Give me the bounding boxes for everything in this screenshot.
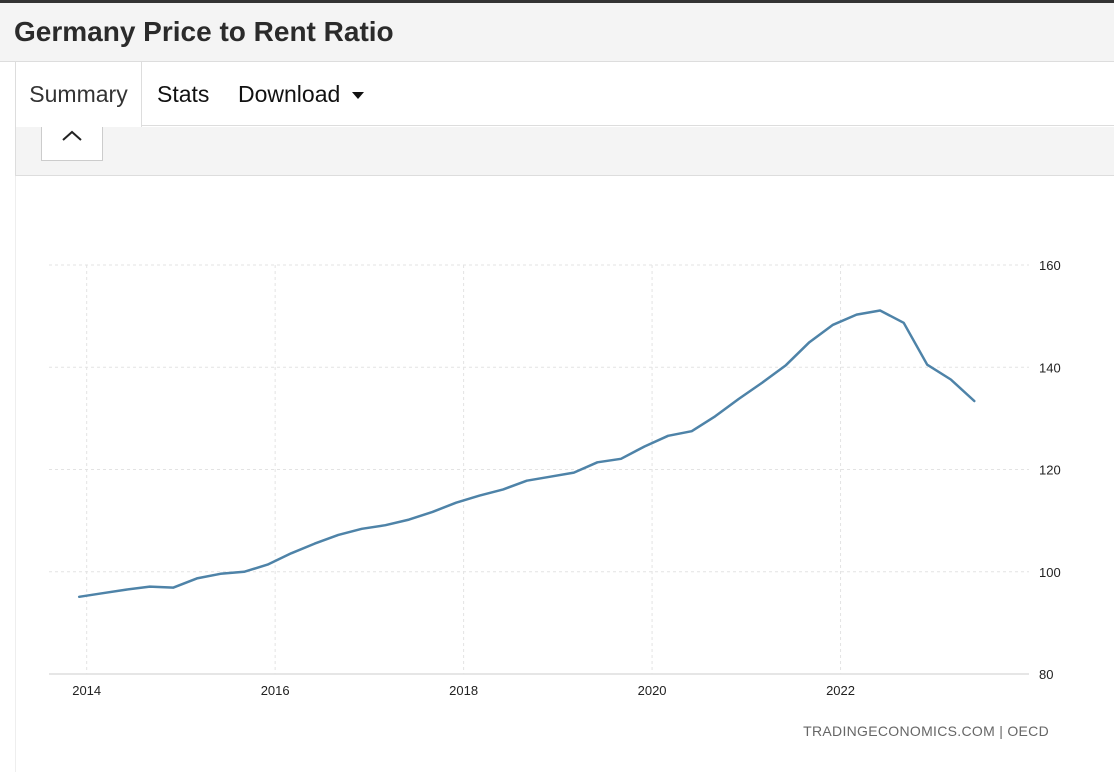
x-axis-ticks: 2014 2016 2018 2020 2022: [72, 683, 855, 698]
tab-summary[interactable]: Summary: [15, 62, 142, 127]
tab-download-label: Download: [238, 81, 341, 107]
collapsible-panel: [15, 126, 1114, 176]
x-tick-label: 2022: [826, 683, 855, 698]
top-border: [0, 0, 1114, 3]
chevron-up-icon: [62, 130, 82, 141]
y-axis-ticks: 80 100 120 140 160: [1039, 258, 1061, 682]
chart-container: 80 100 120 140 160 2014 2016 2018 2020 2022 TRAD…: [15, 176, 1114, 772]
chart-source: TRADINGECONOMICS.COM | OECD: [803, 723, 1049, 739]
caret-down-icon: [352, 92, 365, 100]
tab-summary-label: Summary: [29, 81, 128, 107]
y-tick-label: 160: [1039, 258, 1061, 273]
y-tick-label: 100: [1039, 565, 1061, 580]
tab-bar-divider: [15, 125, 1114, 126]
tab-download-dropdown[interactable]: Download: [238, 62, 365, 126]
x-tick-label: 2018: [449, 683, 478, 698]
chart-grid: [49, 264, 1029, 675]
collapse-button[interactable]: [41, 126, 103, 161]
page-header: Germany Price to Rent Ratio: [0, 3, 1114, 62]
tab-bar: Summary Stats Download: [0, 62, 1114, 127]
x-tick-label: 2014: [72, 683, 101, 698]
page-title: Germany Price to Rent Ratio: [14, 16, 394, 47]
tab-stats[interactable]: Stats: [157, 62, 209, 126]
y-tick-label: 80: [1039, 667, 1053, 682]
tab-stats-label: Stats: [157, 81, 210, 107]
line-chart: 80 100 120 140 160 2014 2016 2018 2020 2022 TRAD…: [49, 258, 1061, 739]
series-group: [77, 309, 976, 599]
x-tick-label: 2016: [261, 683, 290, 698]
y-tick-label: 140: [1039, 360, 1061, 375]
series-line: [77, 309, 976, 599]
y-tick-label: 120: [1039, 463, 1061, 478]
x-tick-label: 2020: [638, 683, 667, 698]
